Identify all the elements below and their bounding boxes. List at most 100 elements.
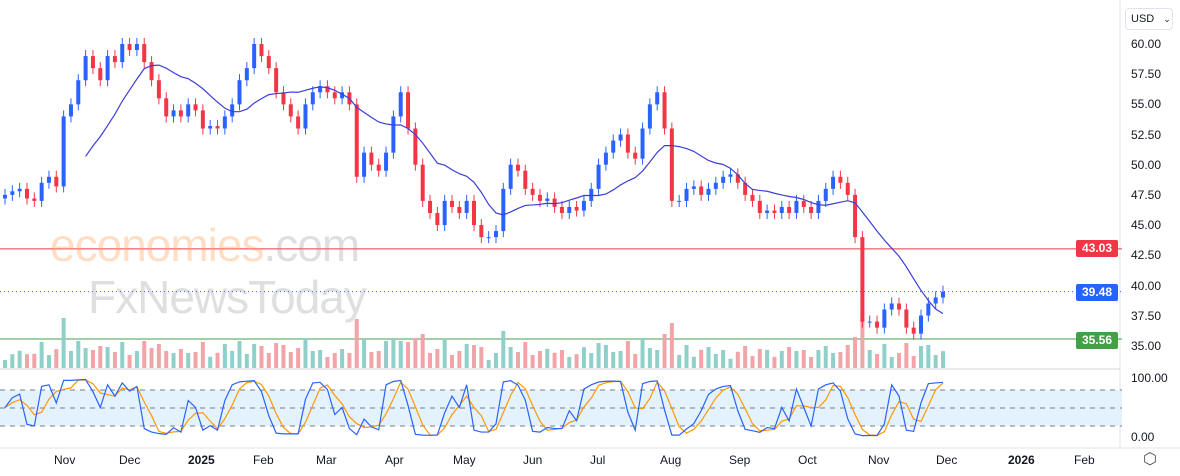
- candle-body: [61, 116, 66, 187]
- volume-bar: [384, 341, 389, 368]
- candle-body: [765, 210, 770, 213]
- volume-bar: [420, 334, 425, 368]
- volume-bar: [867, 350, 872, 368]
- currency-selector[interactable]: USD ⌄: [1125, 8, 1173, 30]
- volume-bar: [530, 355, 535, 368]
- volume-bar: [845, 345, 850, 368]
- volume-bar: [589, 353, 594, 368]
- volume-bar: [142, 341, 147, 368]
- volume-bar: [442, 339, 447, 368]
- candle-body: [933, 297, 938, 304]
- volume-bar: [457, 351, 462, 368]
- volume-bar: [662, 334, 667, 368]
- volume-bar: [765, 349, 770, 368]
- candle-body: [677, 200, 682, 202]
- volume-bar: [281, 345, 286, 368]
- candle-body: [310, 92, 315, 105]
- volume-bar: [794, 351, 799, 368]
- price-tick: 45.00: [1131, 218, 1162, 233]
- candle-body: [479, 225, 484, 238]
- candle-body: [296, 116, 301, 129]
- volume-bar: [515, 352, 520, 368]
- time-tick: Feb: [253, 453, 274, 467]
- volume-bar: [127, 355, 132, 368]
- volume-bar: [552, 352, 557, 368]
- candle-body: [655, 92, 660, 105]
- volume-bar: [713, 354, 718, 368]
- candle-body: [574, 206, 579, 211]
- volume-bar: [640, 338, 645, 368]
- price-tick: 42.50: [1131, 248, 1162, 263]
- candle-body: [904, 309, 909, 328]
- price-tick: 37.50: [1131, 308, 1162, 323]
- candle-body: [838, 176, 843, 183]
- volume-bar: [882, 344, 887, 368]
- volume-bar: [904, 343, 909, 368]
- volume-bar: [76, 341, 81, 368]
- volume-bar: [523, 342, 528, 368]
- volume-bar: [186, 353, 191, 368]
- candle-body: [750, 194, 755, 201]
- candle-body: [743, 182, 748, 195]
- candle-body: [486, 237, 491, 239]
- candle-body: [787, 206, 792, 213]
- volume-bar: [39, 342, 44, 368]
- candle-body: [669, 128, 674, 201]
- volume-bar: [215, 352, 220, 368]
- time-tick: Jun: [523, 453, 543, 467]
- candle-body: [222, 116, 227, 129]
- candle-body: [464, 200, 469, 213]
- candle-body: [845, 182, 850, 195]
- volume-bar: [83, 348, 88, 368]
- volume-bar: [801, 350, 806, 368]
- volume-bar: [156, 344, 161, 368]
- volume-bar: [296, 348, 301, 368]
- volume-bar: [149, 348, 154, 368]
- candle-body: [442, 200, 447, 226]
- volume-bar: [875, 354, 880, 368]
- volume-bar: [897, 353, 902, 368]
- volume-bar: [252, 344, 257, 368]
- volume-bar: [831, 353, 836, 368]
- volume-bar: [757, 349, 762, 368]
- settings-hexagon-icon[interactable]: ⬡: [1143, 451, 1157, 468]
- candle-body: [156, 80, 161, 99]
- volume-bar: [171, 353, 176, 368]
- volume-bar: [3, 360, 7, 368]
- volume-bar: [464, 344, 469, 368]
- volume-bar: [911, 356, 916, 368]
- candle-body: [376, 164, 381, 171]
- candle-body: [391, 116, 396, 153]
- candle-body: [889, 303, 894, 310]
- volume-bar: [926, 345, 931, 368]
- volume-bar: [340, 349, 345, 368]
- candle-body: [90, 56, 95, 69]
- candle-body: [860, 237, 865, 322]
- time-tick: Jul: [590, 453, 606, 467]
- candle-body: [853, 194, 858, 238]
- candle-body: [120, 44, 125, 63]
- candle-body: [98, 68, 103, 81]
- candle-body: [875, 321, 880, 328]
- candle-body: [208, 126, 213, 129]
- volume-bar: [178, 349, 183, 368]
- candle-body: [779, 206, 784, 213]
- candle-body: [413, 128, 418, 165]
- volume-bar: [772, 356, 777, 368]
- candle-body: [325, 86, 330, 93]
- candle-body: [178, 110, 183, 117]
- candle-body: [728, 174, 733, 177]
- candle-body: [823, 188, 828, 201]
- volume-bar: [669, 323, 674, 368]
- volume-bar: [823, 346, 828, 368]
- volume-bar: [750, 356, 755, 368]
- candle-body: [340, 92, 345, 99]
- volume-bar: [574, 354, 579, 368]
- volume-bar: [17, 350, 22, 368]
- volume-bar: [68, 351, 73, 368]
- candle-body: [537, 194, 542, 201]
- time-tick: May: [453, 453, 476, 467]
- volume-bar: [362, 339, 367, 368]
- volume-bar: [779, 351, 784, 368]
